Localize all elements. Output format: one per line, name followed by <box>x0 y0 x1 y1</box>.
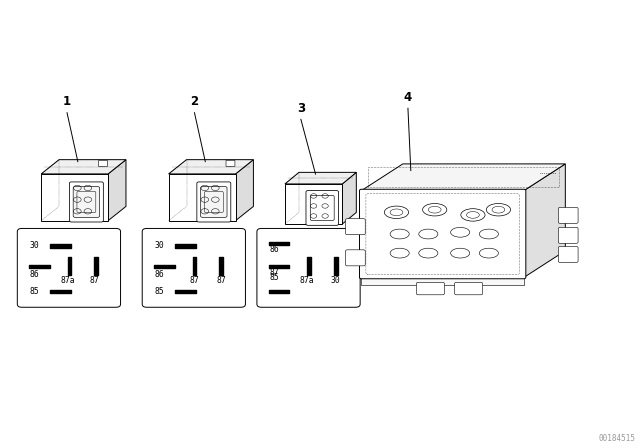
FancyBboxPatch shape <box>197 182 231 222</box>
Text: 85: 85 <box>154 287 164 296</box>
Text: 4: 4 <box>404 91 412 104</box>
FancyBboxPatch shape <box>362 277 524 285</box>
FancyBboxPatch shape <box>204 191 223 213</box>
Text: 87: 87 <box>216 276 226 285</box>
Ellipse shape <box>479 229 499 239</box>
Polygon shape <box>108 159 126 221</box>
Ellipse shape <box>390 229 409 239</box>
FancyBboxPatch shape <box>69 182 103 222</box>
FancyBboxPatch shape <box>200 187 227 217</box>
Text: 87: 87 <box>269 268 279 277</box>
Ellipse shape <box>492 207 505 213</box>
FancyBboxPatch shape <box>417 282 444 295</box>
FancyBboxPatch shape <box>169 174 236 221</box>
Polygon shape <box>362 164 565 190</box>
FancyBboxPatch shape <box>306 190 339 225</box>
FancyBboxPatch shape <box>346 250 365 266</box>
Text: 30: 30 <box>154 241 164 250</box>
Ellipse shape <box>451 228 470 237</box>
FancyBboxPatch shape <box>99 160 108 167</box>
FancyBboxPatch shape <box>73 187 100 217</box>
Ellipse shape <box>461 209 485 221</box>
Text: 87: 87 <box>90 276 100 285</box>
Text: 30: 30 <box>29 241 39 250</box>
Ellipse shape <box>479 248 499 258</box>
Text: 85: 85 <box>269 273 279 283</box>
Ellipse shape <box>419 229 438 239</box>
FancyBboxPatch shape <box>310 195 334 220</box>
Ellipse shape <box>390 248 409 258</box>
Ellipse shape <box>390 209 403 215</box>
Polygon shape <box>285 172 356 184</box>
FancyBboxPatch shape <box>17 228 120 307</box>
Text: 30: 30 <box>331 276 340 285</box>
Ellipse shape <box>467 211 479 218</box>
FancyBboxPatch shape <box>558 227 578 243</box>
Ellipse shape <box>385 206 408 219</box>
FancyBboxPatch shape <box>285 184 342 224</box>
FancyBboxPatch shape <box>558 207 578 224</box>
Text: 87: 87 <box>189 276 199 285</box>
FancyBboxPatch shape <box>257 228 360 307</box>
FancyBboxPatch shape <box>41 174 108 221</box>
FancyBboxPatch shape <box>142 228 246 307</box>
FancyBboxPatch shape <box>77 191 96 213</box>
Ellipse shape <box>451 248 470 258</box>
Polygon shape <box>524 164 565 277</box>
Polygon shape <box>236 159 253 221</box>
Ellipse shape <box>422 203 447 216</box>
Text: 3: 3 <box>297 102 305 115</box>
Text: 86: 86 <box>29 270 39 279</box>
Polygon shape <box>41 159 126 174</box>
Ellipse shape <box>428 207 441 213</box>
Ellipse shape <box>419 248 438 258</box>
Text: 86: 86 <box>269 246 279 254</box>
FancyBboxPatch shape <box>346 219 365 235</box>
FancyBboxPatch shape <box>226 160 235 167</box>
Text: 87a: 87a <box>60 276 75 285</box>
Text: 2: 2 <box>191 95 198 108</box>
Text: 86: 86 <box>154 270 164 279</box>
Ellipse shape <box>486 203 511 216</box>
Text: 1: 1 <box>63 95 71 108</box>
Text: 85: 85 <box>29 287 39 296</box>
Polygon shape <box>169 159 253 174</box>
FancyBboxPatch shape <box>558 246 578 263</box>
Polygon shape <box>342 172 356 224</box>
Text: 87a: 87a <box>300 276 314 285</box>
Text: 00184515: 00184515 <box>598 434 636 443</box>
FancyBboxPatch shape <box>454 282 483 295</box>
FancyBboxPatch shape <box>360 189 526 279</box>
